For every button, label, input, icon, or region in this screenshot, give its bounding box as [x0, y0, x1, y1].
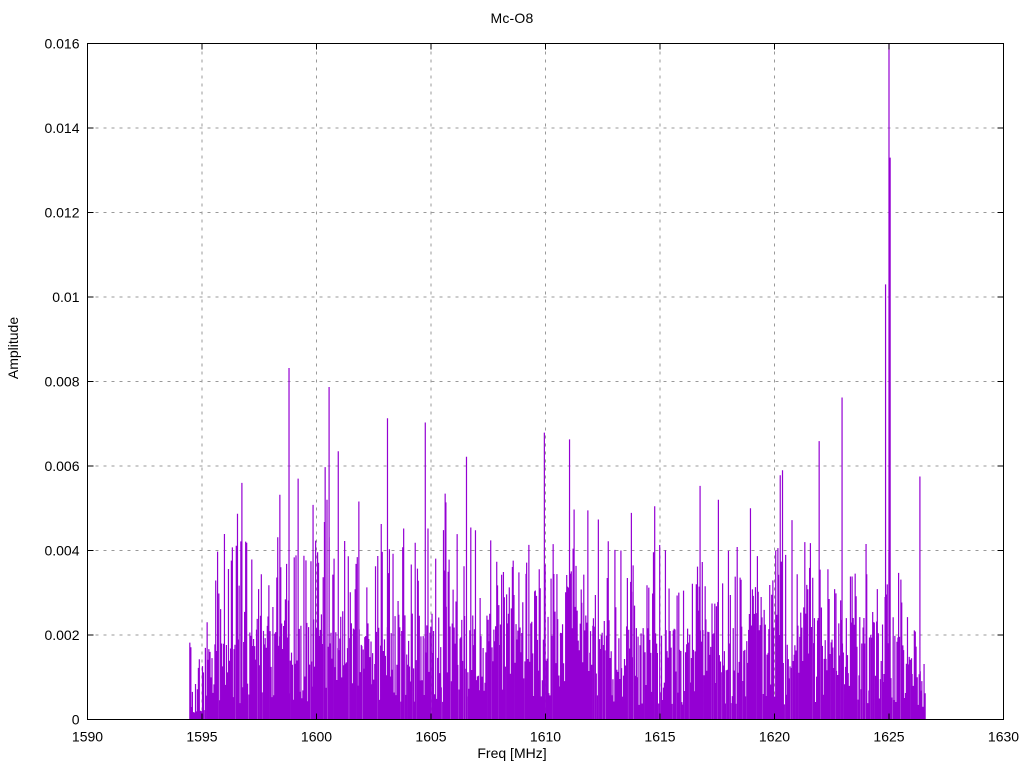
svg-text:0: 0	[72, 712, 80, 728]
svg-text:1600: 1600	[301, 729, 332, 745]
svg-text:0.012: 0.012	[44, 205, 79, 221]
svg-text:0.01: 0.01	[52, 289, 79, 305]
svg-text:1605: 1605	[415, 729, 446, 745]
svg-text:1595: 1595	[186, 729, 217, 745]
svg-text:0.008: 0.008	[44, 374, 79, 390]
svg-text:0.006: 0.006	[44, 458, 79, 474]
svg-text:1590: 1590	[72, 729, 103, 745]
svg-text:1630: 1630	[988, 729, 1019, 745]
svg-text:1625: 1625	[873, 729, 904, 745]
svg-text:1620: 1620	[759, 729, 790, 745]
y-tick-labels: 0 0.002 0.004 0.006 0.008 0.01 0.012 0.014 0.016	[44, 36, 79, 728]
svg-text:1610: 1610	[530, 729, 561, 745]
x-axis-label: Freq [MHz]	[477, 745, 547, 761]
svg-text:1615: 1615	[644, 729, 675, 745]
svg-text:0.004: 0.004	[44, 543, 79, 559]
axis-ticks	[87, 43, 1004, 720]
x-tick-labels: 1590 1595 1600 1605 1610 1615 1620 1625 1630	[72, 729, 1019, 745]
svg-text:0.014: 0.014	[44, 120, 79, 136]
svg-text:0.016: 0.016	[44, 36, 79, 52]
chart-title: Mc-O8	[490, 10, 534, 26]
spectrum-data-series	[189, 43, 926, 720]
svg-text:0.002: 0.002	[44, 627, 79, 643]
